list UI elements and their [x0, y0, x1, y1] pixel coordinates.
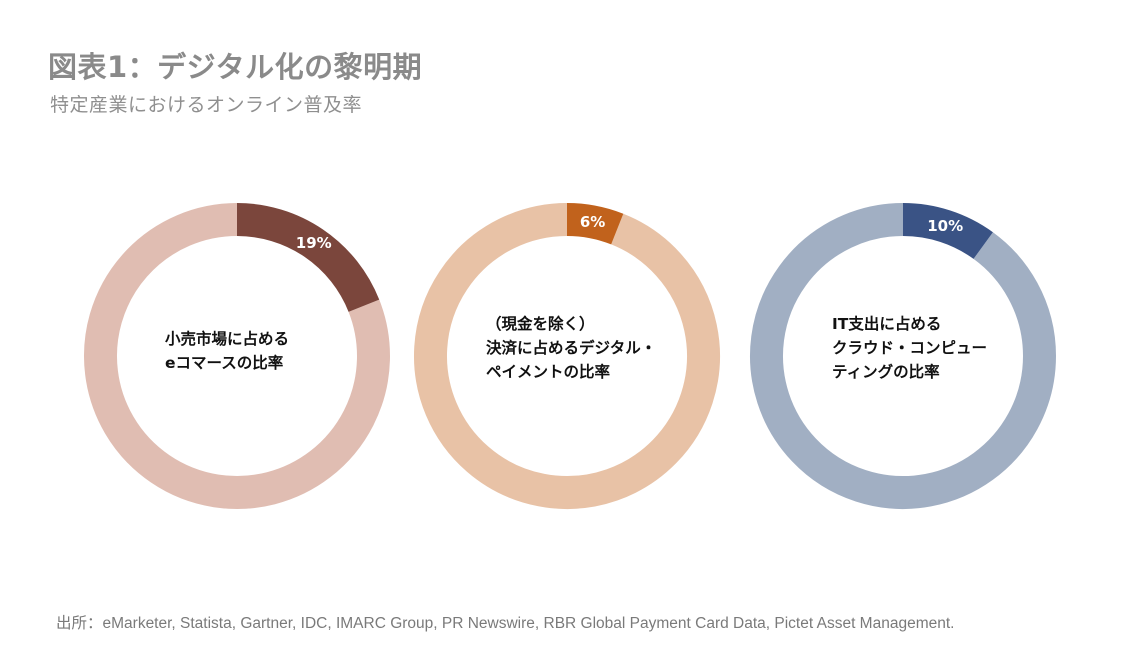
chart-title: 図表1：デジタル化の黎明期: [48, 50, 423, 84]
donut-center-label-ecommerce: 小売市場に占める eコマースの比率: [165, 327, 355, 375]
donut-ecommerce: 19%: [84, 203, 390, 509]
center-label-line: 小売市場に占める: [165, 330, 290, 348]
center-label-line: eコマースの比率: [165, 354, 284, 372]
donut-cloud-computing: 10%: [750, 203, 1056, 509]
center-label-line: IT支出に占める: [832, 315, 942, 333]
donut-value-label: 19%: [296, 234, 332, 252]
donut-digital-payment: 6%: [413, 203, 720, 509]
donut-rest-segment: [750, 203, 1056, 509]
donut-highlight-segment: [236, 203, 380, 313]
donut-value-label: 10%: [927, 217, 963, 235]
center-label-line: （現金を除く）: [486, 315, 595, 333]
center-label-line: クラウド・コンピュー: [832, 339, 988, 357]
donut-center-label-cloud-computing: IT支出に占める クラウド・コンピュー ティングの比率: [832, 312, 1022, 384]
donut-value-label: 6%: [580, 213, 605, 231]
center-label-line: ペイメントの比率: [486, 363, 611, 381]
donut-rest-segment: [84, 203, 390, 509]
donut-highlight-segment: [566, 203, 624, 245]
donut-rest-segment: [413, 203, 720, 509]
center-label-line: ティングの比率: [832, 363, 940, 381]
chart-subtitle: 特定産業におけるオンライン普及率: [50, 94, 363, 116]
source-note: 出所：eMarketer, Statista, Gartner, IDC, IM…: [56, 615, 955, 632]
donut-center-label-digital-payment: （現金を除く） 決済に占めるデジタル・ ペイメントの比率: [486, 312, 676, 384]
center-label-line: 決済に占めるデジタル・: [486, 339, 657, 357]
donut-highlight-segment: [902, 203, 993, 260]
